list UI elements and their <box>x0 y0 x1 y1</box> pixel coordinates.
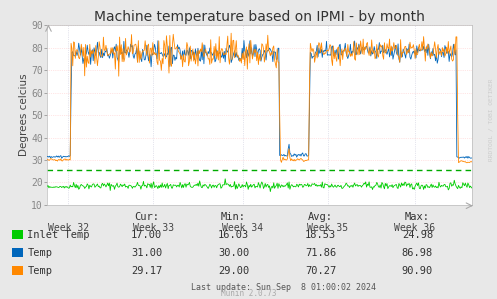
Text: 70.27: 70.27 <box>305 266 336 276</box>
Text: Min:: Min: <box>221 212 246 222</box>
Text: RRDTOOL / TOBI OETIKER: RRDTOOL / TOBI OETIKER <box>489 78 494 161</box>
Title: Machine temperature based on IPMI - by month: Machine temperature based on IPMI - by m… <box>94 10 425 24</box>
Text: 18.53: 18.53 <box>305 230 336 240</box>
Text: 16.03: 16.03 <box>218 230 249 240</box>
Text: 24.98: 24.98 <box>402 230 433 240</box>
Text: Week 32: Week 32 <box>48 223 89 233</box>
Text: Week 34: Week 34 <box>222 223 263 233</box>
Text: Temp: Temp <box>27 248 52 258</box>
Text: 30.00: 30.00 <box>218 248 249 258</box>
Text: Max:: Max: <box>405 212 430 222</box>
Y-axis label: Degrees celcius: Degrees celcius <box>18 74 28 156</box>
Text: 31.00: 31.00 <box>131 248 162 258</box>
Text: Last update: Sun Sep  8 01:00:02 2024: Last update: Sun Sep 8 01:00:02 2024 <box>191 283 376 292</box>
Text: 29.17: 29.17 <box>131 266 162 276</box>
Text: 29.00: 29.00 <box>218 266 249 276</box>
Text: Week 33: Week 33 <box>133 223 174 233</box>
Text: Cur:: Cur: <box>134 212 159 222</box>
Text: Inlet Temp: Inlet Temp <box>27 230 90 240</box>
Text: Avg:: Avg: <box>308 212 333 222</box>
Text: Week 35: Week 35 <box>307 223 348 233</box>
Text: 86.98: 86.98 <box>402 248 433 258</box>
Text: Munin 2.0.73: Munin 2.0.73 <box>221 289 276 298</box>
Text: 17.00: 17.00 <box>131 230 162 240</box>
Text: Temp: Temp <box>27 266 52 276</box>
Text: 71.86: 71.86 <box>305 248 336 258</box>
Text: Week 36: Week 36 <box>394 223 435 233</box>
Text: 90.90: 90.90 <box>402 266 433 276</box>
